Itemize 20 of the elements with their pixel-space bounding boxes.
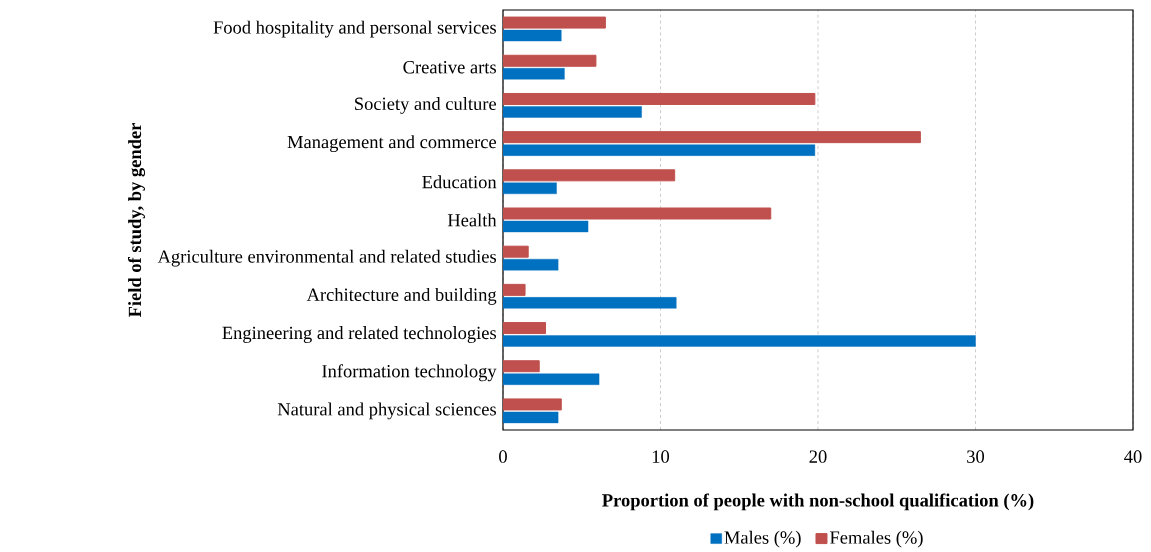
legend-label: Females (%): [830, 530, 923, 548]
y-tick-label: Creative arts: [403, 61, 496, 74]
y-tick-label: Information technology: [322, 364, 497, 382]
y-tick-label: Society and culture: [355, 97, 497, 114]
y-tick-label: Education: [422, 175, 497, 189]
y-tick-label: Health: [447, 213, 497, 227]
y-tick-label: Agriculture environmental and related studies: [157, 249, 497, 267]
y-tick-label: Food hospitality and personal services: [213, 20, 496, 38]
x-axis-title: Proportion of people with non-school qualification (%): [602, 493, 1034, 511]
legend-label: Males (%): [724, 530, 801, 548]
y-tick-label: Natural and physical sciences: [277, 402, 496, 420]
x-tick-label: 40: [1124, 450, 1142, 463]
y-tick-label: Engineering and related technologies: [222, 326, 497, 343]
x-tick-label: 10: [652, 450, 670, 463]
y-axis-title: Field of study, by gender: [127, 123, 146, 318]
y-tick-label: Management and commerce: [287, 135, 497, 153]
x-tick-label: 20: [809, 450, 827, 463]
x-tick-label: 30: [967, 450, 985, 463]
x-tick-label: 0: [499, 450, 507, 463]
y-tick-label: Architecture and building: [306, 287, 497, 305]
